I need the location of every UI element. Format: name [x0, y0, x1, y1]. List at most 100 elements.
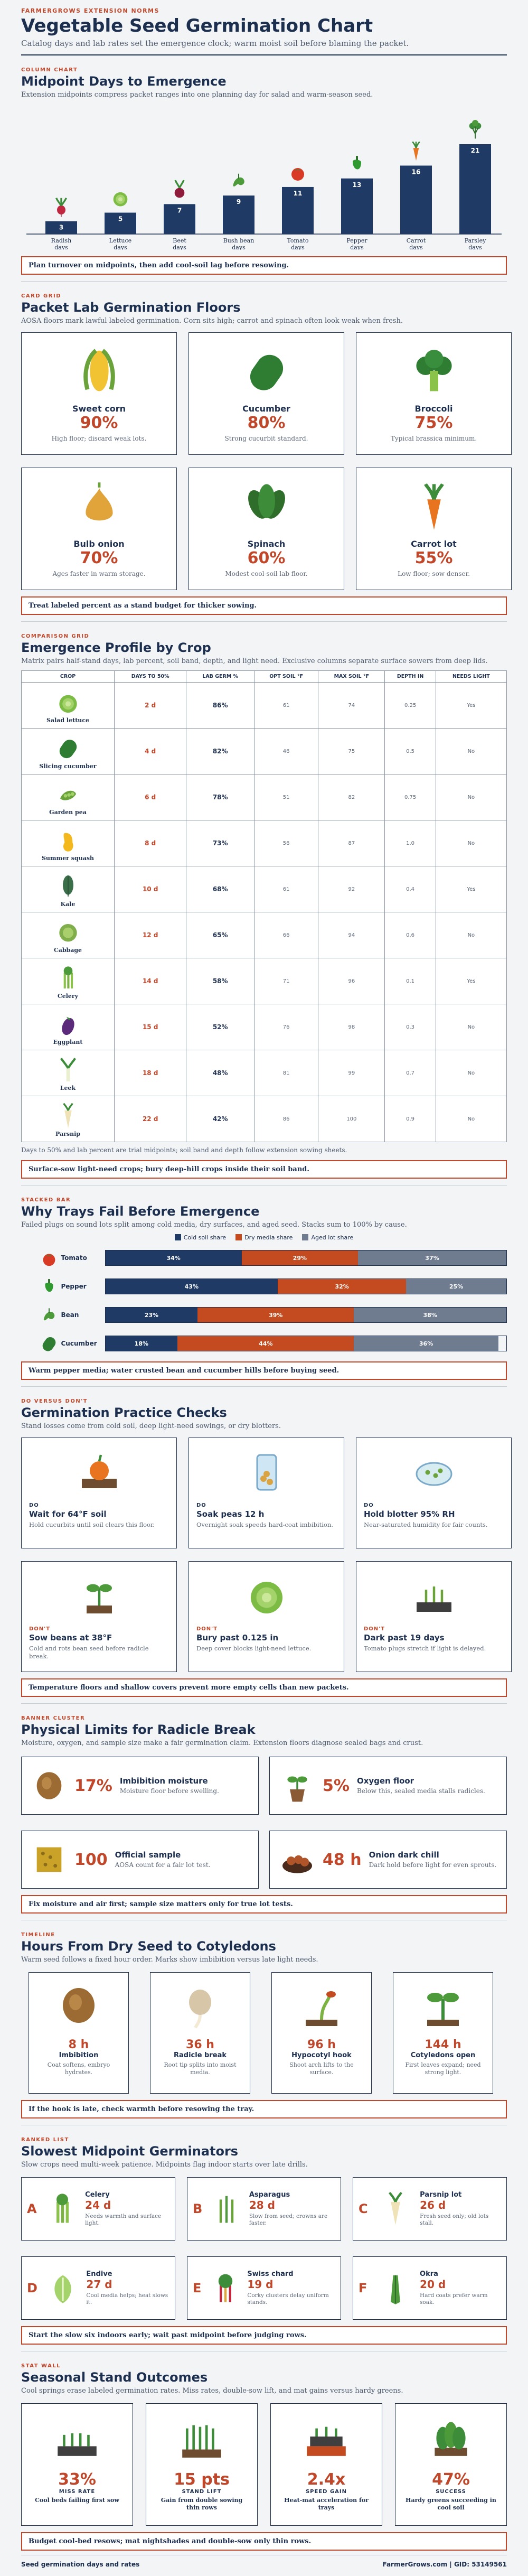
floor-card: Spinach 60% Modest cool-soil lab floor.	[188, 468, 344, 590]
outcome-label: SUCCESS	[436, 2489, 466, 2495]
legend-label: Aged lot share	[311, 1234, 354, 1241]
floor-card-grid: Sweet corn 90% High floor; discard weak lo…	[21, 332, 512, 590]
timeline-body: Root tip splits into moist media.	[164, 2061, 237, 2076]
practice-head: Wait for 64°F soil	[29, 1509, 107, 1519]
spinach-icon	[189, 474, 344, 538]
outcome-stat: 47% SUCCESS Hardy greens succeeding in coo…	[395, 2403, 507, 2526]
ranked-value: 20 d	[420, 2278, 446, 2291]
table-cell-germ: 65%	[186, 912, 255, 958]
bar	[400, 165, 432, 234]
outcome-label: SPEED GAIN	[305, 2489, 347, 2495]
ranked-value: 26 d	[420, 2199, 446, 2211]
outcomes-callout: Budget cool-bed resows; mat nightshades …	[21, 2532, 507, 2551]
crop-cell: Garden pea	[21, 774, 115, 820]
outcome-label: MISS RATE	[59, 2489, 96, 2495]
kale-icon	[22, 871, 114, 901]
outcome-body: Heat-mat acceleration for trays	[284, 2497, 369, 2511]
onion-icon	[22, 474, 176, 538]
ranked-item: B Asparagus 28 d Slow from seed; crowns are…	[187, 2177, 341, 2241]
ranked-body: Fresh seed only; old lots stall.	[420, 2213, 489, 2226]
seed-sample-icon	[28, 1841, 70, 1878]
stacked-segment: 25%	[406, 1279, 506, 1294]
x-tick-label: days	[54, 244, 68, 250]
x-tick-label: Parsley	[465, 237, 486, 244]
dark-tray-icon	[364, 1568, 504, 1621]
table-cell-max: 87	[318, 820, 385, 866]
table-cell-days: 4 d	[114, 728, 187, 774]
stacked-segment: 39%	[197, 1308, 354, 1322]
header-kicker: FARMERGROWS EXTENSION NORMS	[21, 7, 159, 14]
floor-card-note: Modest cool-soil lab floor.	[225, 570, 308, 577]
table-cell-max: 82	[318, 774, 385, 820]
limit-banner: 48 h Onion dark chill Dark hold before lig…	[269, 1831, 507, 1889]
timeline-body: Coat softens, embryo hydrates.	[47, 2061, 110, 2076]
lettuce-icon	[22, 687, 114, 717]
limit-head: Onion dark chill	[369, 1850, 439, 1860]
outcome-value: 33%	[58, 2470, 96, 2489]
stacked-bar: 43% 32% 25%	[105, 1278, 507, 1294]
table-cell-max: 74	[318, 682, 385, 729]
ranked-section: RANKED LIST Slowest Midpoint Germinators…	[21, 2137, 507, 2345]
ranked-body: Hard coats prefer warm soak.	[420, 2292, 488, 2306]
legend-item: Dry media share	[235, 1234, 293, 1241]
table-cell-germ: 86%	[186, 682, 255, 729]
table-cell-germ: 73%	[186, 820, 255, 866]
practice-head: Bury past 0.125 in	[196, 1633, 279, 1642]
timeline-title: Hours From Dry Seed to Cotyledons	[21, 1939, 276, 1954]
practice-tag: DO	[196, 1502, 206, 1508]
table-header-cell: MAX SOIL °F	[318, 670, 385, 683]
ranked-value: 27 d	[86, 2278, 112, 2291]
seedling-icon	[393, 1979, 493, 2032]
x-tick-label: Tomato	[287, 237, 309, 244]
midpoint-title: Midpoint Days to Emergence	[21, 74, 227, 89]
squash-icon	[22, 825, 114, 855]
greens-icon	[395, 2410, 506, 2463]
table-header-cell: DAYS TO 50%	[114, 670, 187, 683]
limit-value: 17%	[74, 1776, 112, 1795]
footer-right: FarmerGrows.com | GID: 53149561	[382, 2561, 507, 2568]
table-cell-days: 12 d	[114, 912, 187, 958]
x-tick-label: days	[468, 244, 482, 250]
bar-value-label: 16	[412, 168, 421, 175]
practice-card: DON'T Dark past 19 days Tomato plugs stret…	[356, 1561, 512, 1672]
bar-value-label: 5	[118, 216, 122, 223]
table-cell-opt: 71	[254, 958, 319, 1004]
floor-card: Cucumber 80% Strong cucurbit standard.	[188, 332, 344, 455]
practice-card-grid: DO Wait for 64°F soil Hold cucurbits until…	[21, 1438, 512, 1672]
x-tick-label: Carrot	[407, 237, 426, 244]
table-cell-light: No	[435, 912, 507, 958]
crop-cell: Parsnip	[21, 1096, 115, 1142]
legend-swatch	[235, 1234, 242, 1240]
legend-swatch	[174, 1234, 181, 1240]
ranked-item: F Okra 20 d Hard coats prefer warm soak.	[353, 2256, 507, 2320]
floors-kicker: CARD GRID	[21, 293, 61, 299]
table-cell-opt: 46	[254, 728, 319, 774]
x-tick-label: days	[232, 244, 246, 250]
floors-subtitle: AOSA floors mark lawful labeled germinat…	[21, 317, 403, 325]
stacked-segment: 29%	[241, 1250, 358, 1265]
stacked-bar: 18% 44% 36%	[105, 1336, 507, 1351]
timeline-callout: If the hook is late, check warmth before…	[21, 2100, 507, 2118]
ranked-item: A Celery 24 d Needs warmth and surface ligh…	[21, 2177, 175, 2241]
ranked-name: Endive	[86, 2270, 112, 2278]
outcomes-title: Seasonal Stand Outcomes	[21, 2370, 208, 2385]
table-cell-depth: 0.7	[384, 1050, 436, 1096]
practice-tag: DO	[29, 1502, 39, 1508]
timeline-kicker: TIMELINE	[21, 1932, 55, 1938]
radicle-icon	[150, 1979, 250, 2032]
table-cell-depth: 0.9	[384, 1096, 436, 1142]
table-cell-light: No	[435, 820, 507, 866]
profile-title: Emergence Profile by Crop	[21, 640, 211, 655]
outcome-stat: 2.4x SPEED GAIN Heat-mat acceleration for …	[270, 2403, 382, 2526]
crop-name: Kale	[60, 900, 76, 908]
petri-dish-icon	[364, 1444, 504, 1497]
timeline-section: TIMELINE Hours From Dry Seed to Cotyledo…	[21, 1932, 507, 2118]
pumpkin-tray-icon	[29, 1444, 169, 1497]
outcome-stat: 33% MISS RATE Cool beds failing first sow	[21, 2403, 133, 2526]
limit-value: 5%	[323, 1776, 350, 1795]
floor-card-name: Carrot lot	[411, 539, 457, 549]
floor-card-name: Sweet corn	[72, 404, 126, 414]
table-cell-opt: 81	[254, 1050, 319, 1096]
stacked-segment: 37%	[357, 1250, 506, 1265]
x-tick-label: Pepper	[346, 237, 367, 244]
